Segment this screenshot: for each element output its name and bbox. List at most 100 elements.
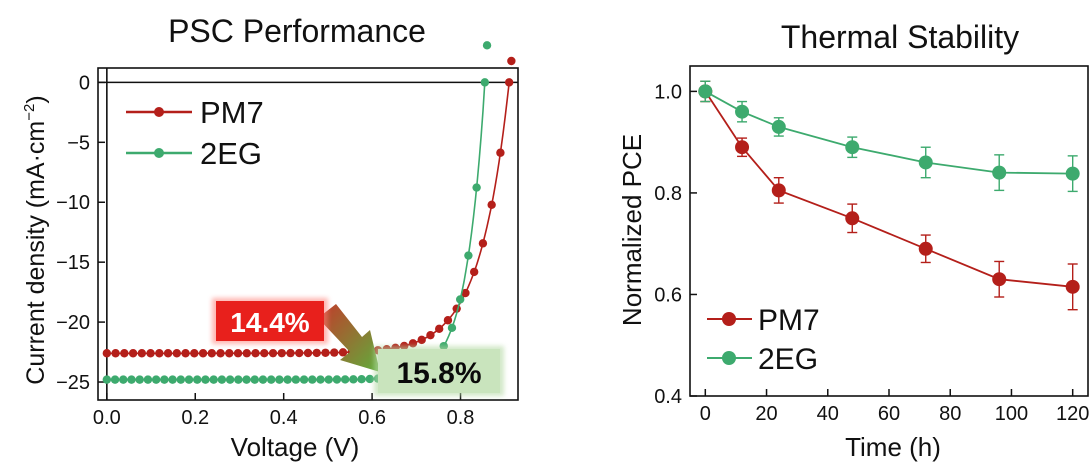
jv-point-pm7: [303, 348, 313, 358]
stability-point-pm7: [771, 183, 786, 198]
jv-point-2eg: [291, 375, 301, 384]
jv-point-pm7: [286, 348, 295, 358]
jv-point-2eg: [316, 375, 325, 384]
jv-point-2eg: [349, 375, 358, 384]
psc-x-tick-label: 0.0: [93, 407, 121, 429]
jv-point-2eg: [365, 374, 374, 384]
jv-point-pm7: [487, 200, 496, 210]
stability-line-pm7: [704, 90, 1073, 288]
jv-point-2eg: [480, 78, 490, 87]
stability-point-pm7: [735, 140, 750, 155]
stability-point-2eg: [698, 84, 713, 99]
jv-point-pm7: [233, 349, 243, 358]
jv-point-pm7: [443, 316, 453, 325]
stability-point-2eg: [918, 155, 933, 170]
jv-point-2eg: [283, 375, 292, 384]
jv-point-pm7: [469, 267, 479, 277]
stability-y-tick-label: 0.4: [654, 386, 682, 408]
stability-x-tick-label: 20: [755, 403, 777, 425]
psc-legend-marker-2eg: [154, 148, 164, 158]
pce-badge-2eg-box: [378, 349, 500, 393]
psc-y-ticks: 0 −5 −10 −15 −20 −25: [56, 72, 105, 394]
jv-point-2eg: [193, 375, 202, 384]
jv-point-2eg: [299, 375, 309, 384]
stability-x-tick-label: 0: [700, 403, 711, 425]
jv-point-pm7: [268, 348, 278, 358]
stability-legend-label-pm7: PM7: [758, 304, 820, 337]
stability-line-2eg: [704, 90, 1073, 175]
stability-point-2eg: [1065, 166, 1080, 181]
stability-series: [698, 80, 1080, 311]
psc-y-tick-label: −10: [56, 192, 90, 214]
jv-point-2eg: [455, 295, 465, 304]
stability-x-tick-label: 100: [995, 403, 1028, 425]
jv-point-2eg: [234, 375, 243, 384]
jv-point-2eg: [332, 375, 342, 384]
jv-point-2eg: [184, 375, 194, 384]
jv-point-pm7: [163, 349, 173, 358]
jv-point-2eg: [143, 375, 153, 384]
stability-legend-marker-pm7: [722, 312, 736, 326]
jv-point-2eg: [482, 41, 492, 50]
jv-point-pm7: [120, 349, 129, 358]
jv-point-2eg: [110, 375, 120, 384]
stability-point-2eg: [735, 104, 750, 119]
pce-badge-pm7-text: 14.4%: [230, 307, 309, 338]
stability-point-pm7: [992, 272, 1007, 287]
jv-point-pm7: [478, 239, 488, 248]
psc-x-tick-label: 0.6: [358, 407, 386, 429]
jv-point-pm7: [102, 349, 112, 358]
jv-point-pm7: [408, 339, 418, 348]
jv-point-pm7: [225, 349, 234, 358]
psc-y-label-main: Current density (mA·cm: [22, 121, 50, 385]
jv-point-pm7: [181, 349, 190, 358]
psc-y-tick-label: −25: [56, 372, 90, 394]
jv-point-pm7: [111, 349, 120, 358]
psc-y-tick-label: −5: [67, 132, 90, 154]
psc-y-label-end: ): [22, 95, 50, 103]
pce-arrow: [318, 304, 380, 372]
jv-point-2eg: [464, 251, 473, 260]
psc-plot-frame: [97, 67, 519, 401]
jv-point-pm7: [128, 349, 138, 358]
stability-point-pm7: [845, 211, 860, 226]
jv-point-pm7: [242, 349, 251, 358]
jv-point-2eg: [308, 375, 317, 384]
jv-point-2eg: [151, 375, 161, 384]
jv-point-pm7: [216, 349, 225, 358]
psc-y-tick-label: 0: [79, 72, 90, 94]
jv-point-pm7: [321, 348, 330, 357]
stability-title: Thermal Stability: [781, 19, 1019, 55]
jv-point-pm7: [434, 324, 444, 334]
jv-point-pm7: [137, 349, 147, 358]
psc-legend: PM7 2EG: [126, 95, 264, 171]
psc-chart: PSC Performance 0.0 0.2 0.4 0.6 0.8 0 −5 −10 −1…: [21, 13, 519, 462]
jv-point-pm7: [417, 335, 426, 345]
stability-legend: PM7 2EG: [707, 304, 820, 376]
stability-point-2eg: [992, 165, 1007, 180]
pce-badge-2eg-text: 15.8%: [396, 357, 481, 390]
jv-point-2eg: [119, 375, 128, 384]
jv-point-2eg: [340, 375, 350, 384]
jv-point-2eg: [102, 375, 112, 384]
jv-point-2eg: [160, 375, 169, 384]
jv-point-2eg: [225, 375, 235, 384]
stability-y-axis-label: Normalized PCE: [617, 134, 647, 326]
psc-y-label-sup: −2: [21, 104, 38, 121]
jv-point-pm7: [198, 349, 208, 358]
psc-zero-lines: [98, 68, 518, 400]
stability-x-ticks: 0 20 40 60 80 100 120: [700, 389, 1089, 425]
jv-point-pm7: [461, 288, 470, 298]
stability-legend-label-2eg: 2EG: [758, 343, 818, 376]
jv-point-pm7: [172, 349, 182, 358]
jv-point-pm7: [330, 348, 339, 357]
stability-x-tick-label: 40: [817, 403, 839, 425]
jv-point-2eg: [447, 323, 457, 333]
jv-point-2eg: [275, 375, 284, 384]
jv-point-2eg: [135, 375, 144, 384]
stability-y-ticks: 0.4 0.6 0.8 1.0: [654, 81, 697, 408]
psc-legend-label-pm7: PM7: [200, 95, 264, 130]
stability-y-tick-label: 0.6: [654, 284, 682, 306]
stability-point-pm7: [918, 241, 933, 256]
psc-x-tick-label: 0.8: [447, 407, 475, 429]
